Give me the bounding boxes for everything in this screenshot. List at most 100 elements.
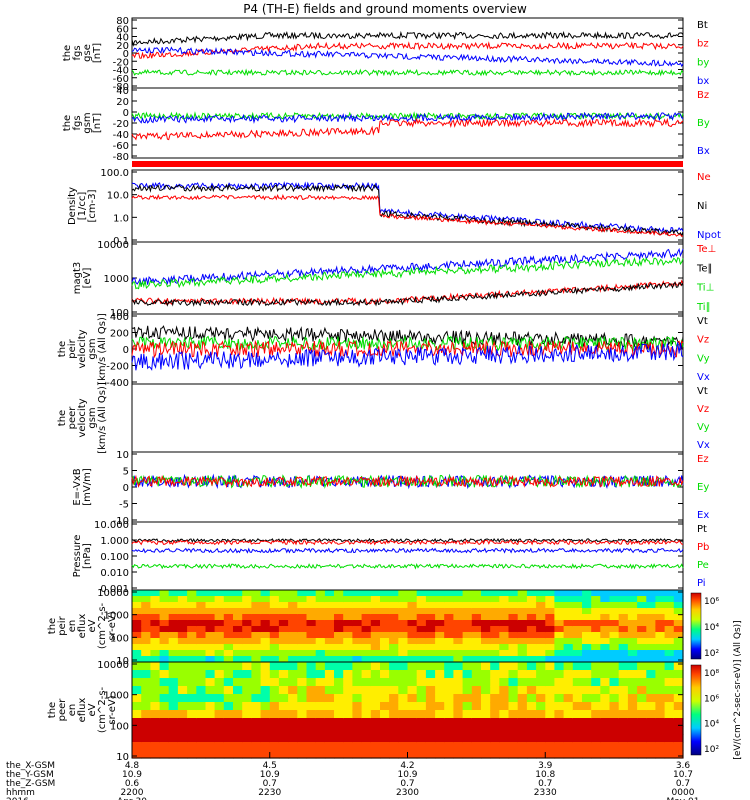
spectrogram-cell: [664, 632, 675, 639]
spectrogram-cell: [361, 678, 372, 687]
spectrogram-cell: [563, 686, 574, 695]
spectrogram-cell: [490, 626, 500, 633]
spectrogram-cell: [389, 590, 399, 597]
spectrogram-cell: [352, 662, 363, 671]
spectrogram-cell: [132, 632, 142, 639]
spectrogram-cell: [150, 734, 161, 743]
spectrogram-cell: [627, 670, 638, 679]
spectrogram-cell: [490, 590, 500, 597]
spectrogram-cell: [242, 702, 252, 711]
spectrogram-cell: [646, 718, 657, 727]
spectrogram-cell: [554, 710, 565, 719]
spectrogram-cell: [481, 742, 491, 751]
spectrogram-cell: [499, 742, 510, 751]
y-tick-label: 0.010: [100, 568, 129, 579]
spectrogram-cell: [563, 750, 574, 759]
spectrogram-cell: [618, 614, 629, 621]
y-tick-label: -60: [113, 141, 129, 152]
trace-npot: [131, 180, 684, 234]
spectrogram-cell: [269, 638, 280, 645]
colorbar-label: [eV/(cm^2-sec-sr-eV)] (All Qs)]: [733, 620, 743, 759]
spectrogram-cell: [490, 662, 500, 671]
spectrogram-cell: [554, 718, 565, 727]
spectrogram-cell: [370, 726, 381, 735]
spectrogram-cell: [269, 608, 280, 615]
y-axis-label: the: [47, 618, 58, 634]
spectrogram-cell: [196, 644, 207, 651]
spectrogram-cell: [471, 620, 482, 627]
legend-label: Vz: [697, 335, 709, 346]
spectrogram-cell: [627, 620, 638, 627]
spectrogram-cell: [187, 638, 197, 645]
spectrogram-cell: [600, 596, 611, 603]
spectrogram-cell: [168, 626, 179, 633]
x-tick-label: 10.9: [397, 770, 417, 780]
spectrogram-cell: [352, 670, 363, 679]
spectrogram-cell: [361, 614, 372, 621]
spectrogram-cell: [499, 686, 510, 695]
spectrogram-cell: [673, 734, 684, 743]
spectrogram-cell: [664, 608, 675, 615]
legend-label: Te⊥: [696, 244, 716, 255]
spectrogram-cell: [572, 678, 583, 687]
spectrogram-cell: [646, 614, 657, 621]
spectrogram-cell: [563, 694, 574, 703]
spectrogram-cell: [481, 602, 491, 609]
spectrogram-cell: [278, 602, 289, 609]
spectrogram-cell: [481, 670, 491, 679]
spectrogram-cell: [370, 626, 381, 633]
spectrogram-cell: [673, 590, 684, 597]
trace-tipar: [131, 256, 684, 290]
legend-label: Ey: [697, 482, 709, 493]
spectrogram-cell: [664, 694, 675, 703]
spectrogram-cell: [554, 686, 565, 695]
spectrogram-cell: [187, 670, 197, 679]
spectrogram-cell: [223, 656, 234, 663]
spectrogram-cell: [554, 670, 565, 679]
spectrogram-cell: [435, 656, 445, 663]
spectrogram-cell: [389, 670, 399, 679]
spectrogram-cell: [407, 718, 418, 727]
spectrogram-cell: [591, 602, 601, 609]
y-axis-label: en: [67, 704, 78, 717]
spectrogram-cell: [370, 602, 381, 609]
spectrogram-cell: [168, 650, 179, 657]
spectrogram-cell: [233, 750, 243, 759]
spectrogram-cell: [269, 620, 280, 627]
y-axis-label: [km/s (All Qs)]: [97, 382, 108, 454]
y-tick-label: 0.100: [100, 552, 129, 563]
spectrogram-cell: [462, 596, 473, 603]
spectrogram-cell: [214, 718, 225, 727]
spectrogram-cell: [177, 650, 188, 657]
spectrogram-cell: [306, 620, 317, 627]
trace-vt: [131, 325, 684, 350]
spectrogram-cell: [334, 742, 344, 751]
spectrogram-cell: [324, 626, 335, 633]
y-tick-label: 10.000: [94, 520, 129, 531]
spectrogram-cell: [618, 644, 629, 651]
spectrogram-cell: [536, 620, 546, 627]
legend-label: bz: [697, 39, 709, 50]
y-axis-label: peer: [57, 698, 68, 722]
spectrogram-cell: [159, 662, 170, 671]
spectrogram-cell: [536, 626, 546, 633]
spectrogram-cell: [471, 750, 482, 759]
spectrogram-cell: [343, 590, 353, 597]
spectrogram-cell: [187, 644, 197, 651]
spectrogram-cell: [187, 694, 197, 703]
colorbar-tick: 10⁴: [704, 720, 719, 730]
spectrogram-cell: [453, 702, 464, 711]
x-tick-label: 0000: [672, 788, 695, 798]
spectrogram-cell: [370, 710, 381, 719]
spectrogram-cell: [490, 656, 500, 663]
spectrogram-cell: [223, 702, 234, 711]
x-tick-label: 10.8: [535, 770, 555, 780]
spectrogram-cell: [526, 590, 537, 597]
spectrogram-cell: [673, 678, 684, 687]
spectrogram-cell: [444, 590, 454, 597]
legend-label: Bx: [697, 146, 710, 157]
spectrogram-cell: [572, 602, 583, 609]
spectrogram-cell: [517, 702, 528, 711]
spectrogram-cell: [251, 638, 262, 645]
